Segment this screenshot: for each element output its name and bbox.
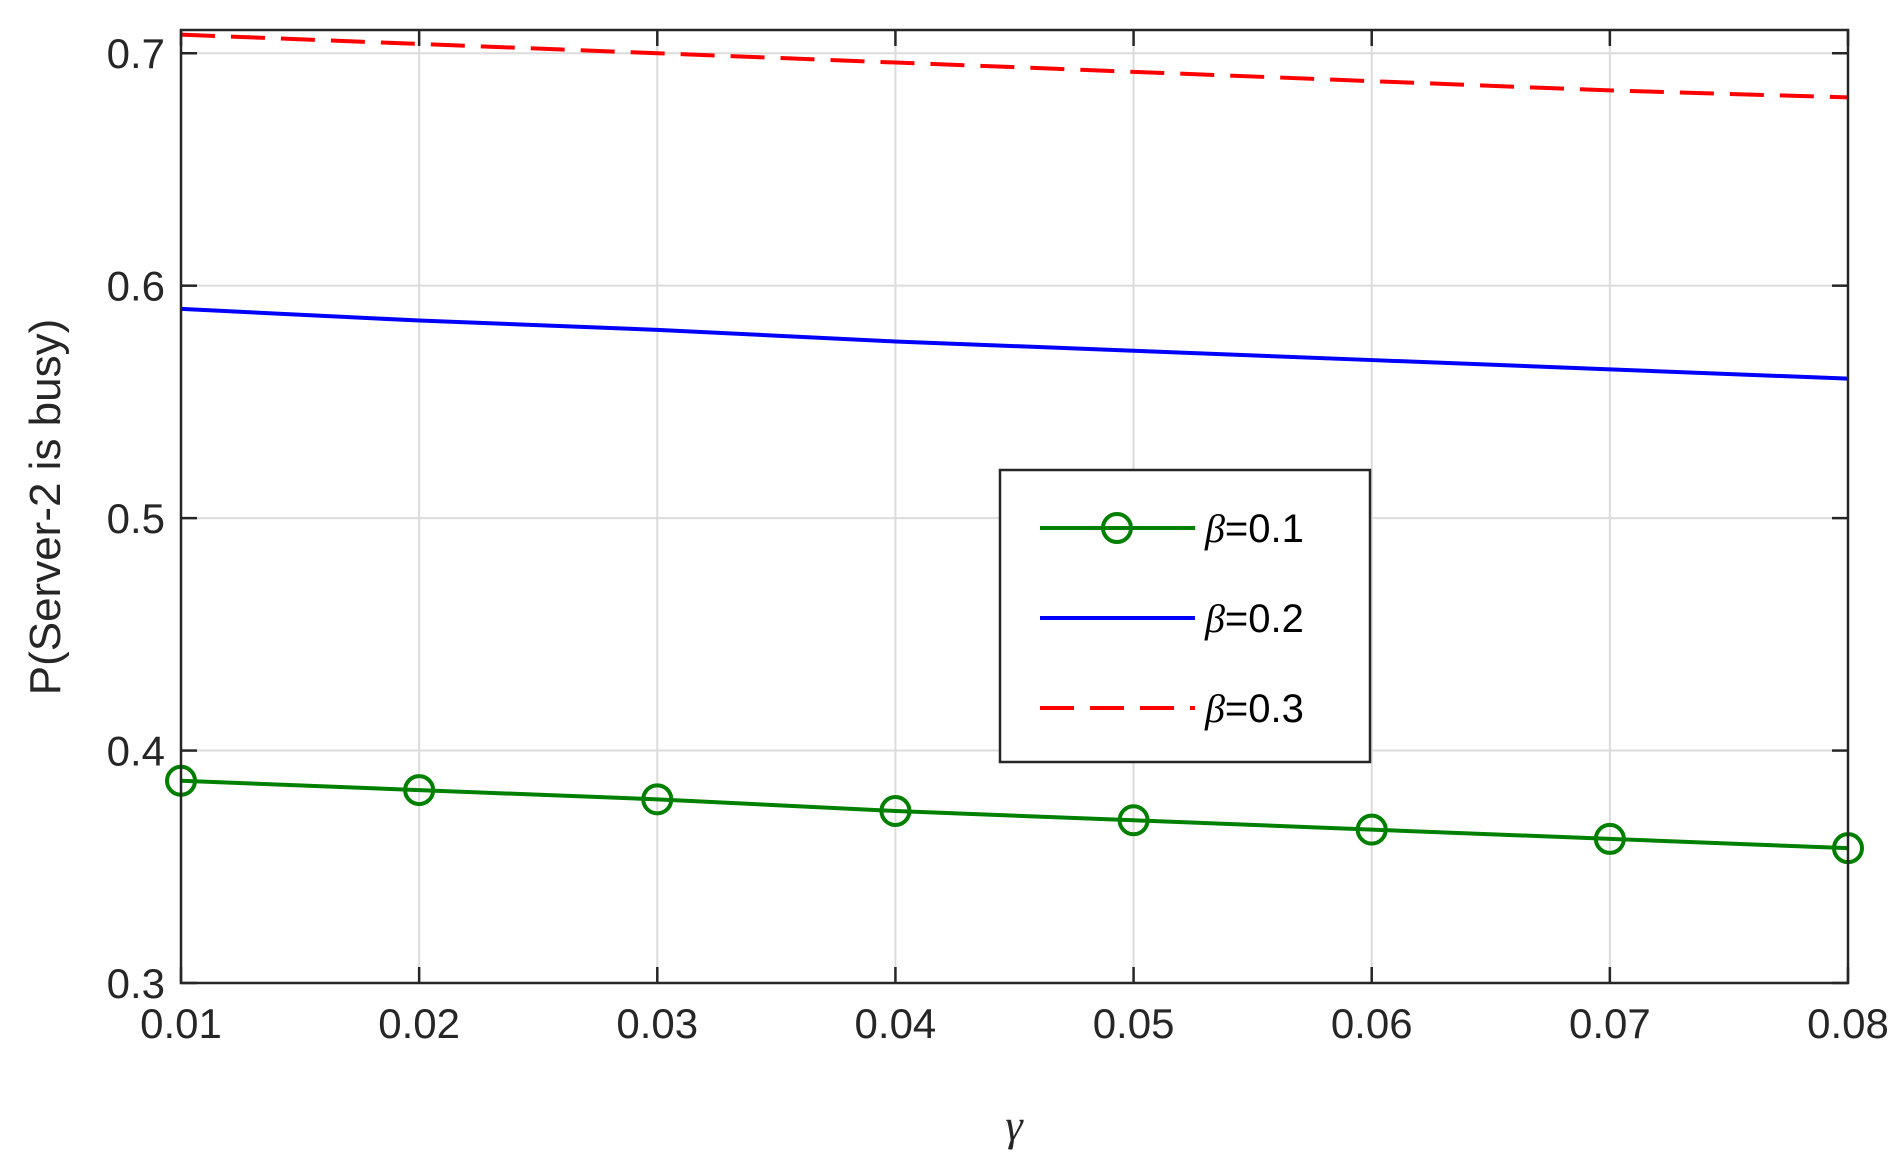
x-tick-label: 0.05 [1093,1000,1175,1047]
x-tick-label: 0.01 [140,1000,222,1047]
series-1-point [1593,822,1626,855]
y-tick-label: 0.5 [107,495,165,542]
y-tick-label: 0.7 [107,30,165,77]
x-tick-label: 0.03 [616,1000,698,1047]
series-1-point [641,783,674,816]
series-1-point [879,794,912,827]
x-tick-label: 0.06 [1331,1000,1413,1047]
legend-label-1: β=0.1 [1204,506,1304,551]
series-1-point [1117,804,1150,837]
legend-beta-symbol: β [1204,686,1225,731]
legend-value: =0.3 [1225,687,1304,731]
legend-beta-symbol: β [1204,506,1225,551]
y-tick-label: 0.4 [107,728,165,775]
legend-value: =0.2 [1225,597,1304,641]
x-tick-label: 0.02 [378,1000,460,1047]
series-line-3 [180,32,1849,100]
series-line-2 [180,306,1849,381]
series-line-1 [180,778,1849,851]
legend-label-2: β=0.2 [1204,596,1304,641]
y-tick-label: 0.3 [107,960,165,1007]
series-1-point [1355,813,1388,846]
series-1-point [403,774,436,807]
y-axis-label: P(Server-2 is busy) [21,319,70,696]
x-axis-label: γ [1005,1101,1024,1150]
legend-items: β=0.1β=0.2β=0.3 [1040,506,1304,731]
ticks [179,30,1850,985]
x-tick-label: 0.08 [1807,1000,1889,1047]
x-tick-label: 0.04 [855,1000,937,1047]
y-tick-label: 0.6 [107,263,165,310]
legend-marker-1 [1101,512,1133,544]
x-tick-label: 0.07 [1569,1000,1651,1047]
legend-label-3: β=0.3 [1204,686,1304,731]
series-layer [165,32,1864,865]
legend-value: =0.1 [1225,507,1304,551]
plot-frame [179,28,1850,985]
legend: β=0.1β=0.2β=0.3 [998,468,1372,764]
legend-beta-symbol: β [1204,596,1225,641]
tick-labels: 0.01 0.02 0.03 0.04 0.05 0.06 0.07 0.08 0.3 0.4 0.… [107,30,1889,1047]
